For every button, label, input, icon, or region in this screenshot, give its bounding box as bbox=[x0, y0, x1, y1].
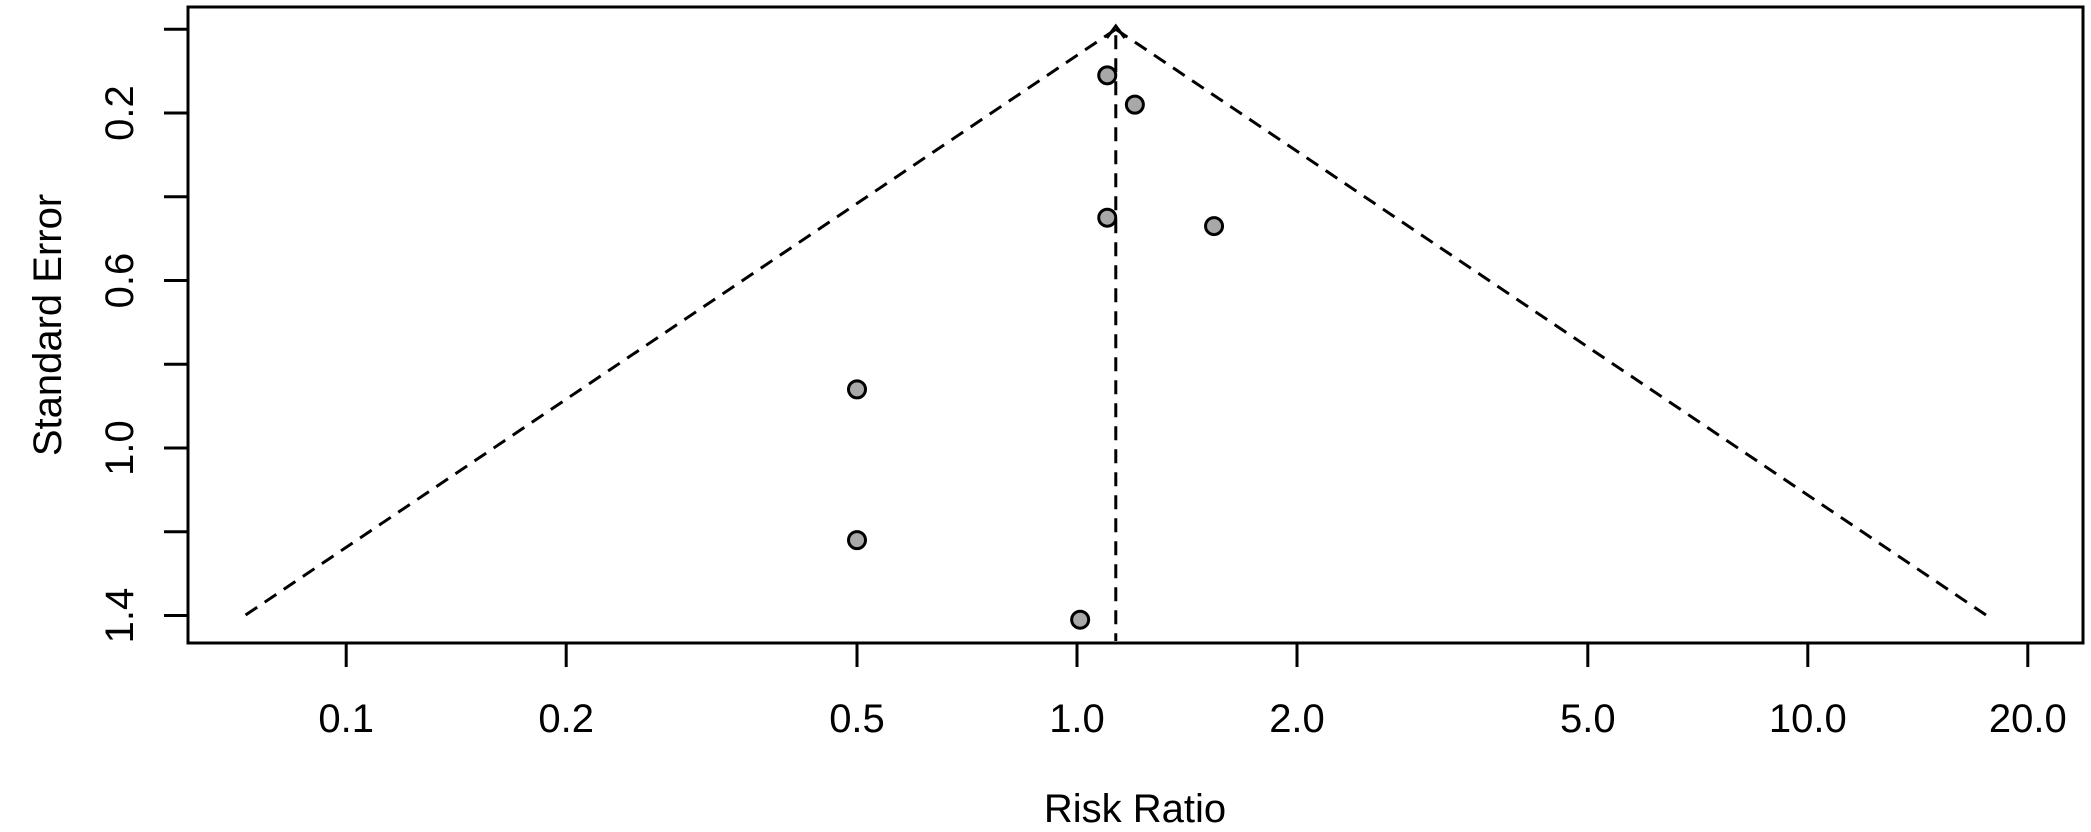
y-tick-label: 0.6 bbox=[98, 253, 142, 309]
x-axis-title: Risk Ratio bbox=[1044, 787, 1226, 831]
y-axis-title: Standard Error bbox=[26, 194, 70, 456]
y-tick-label: 1.4 bbox=[98, 588, 142, 644]
data-point bbox=[1124, 94, 1145, 115]
x-tick-label: 1.0 bbox=[1049, 697, 1105, 741]
data-point bbox=[1097, 207, 1118, 228]
data-point bbox=[847, 530, 868, 551]
x-tick-label: 0.5 bbox=[829, 697, 885, 741]
data-point bbox=[1070, 609, 1091, 630]
y-tick-label: 0.2 bbox=[98, 85, 142, 141]
data-point bbox=[1097, 65, 1118, 86]
funnel-left-boundary bbox=[244, 28, 1117, 617]
data-point bbox=[847, 379, 868, 400]
y-tick-label: 1.0 bbox=[98, 420, 142, 476]
plot-box bbox=[186, 5, 2085, 645]
data-point bbox=[1204, 216, 1225, 237]
x-tick-label: 0.2 bbox=[538, 697, 594, 741]
x-tick-label: 5.0 bbox=[1560, 697, 1616, 741]
x-tick-label: 10.0 bbox=[1769, 697, 1847, 741]
pooled-estimate-arrowhead bbox=[1105, 23, 1126, 39]
x-tick-label: 2.0 bbox=[1269, 697, 1325, 741]
funnel-right-boundary bbox=[1114, 28, 1988, 617]
x-tick-label: 20.0 bbox=[1989, 697, 2067, 741]
x-tick-label: 0.1 bbox=[318, 697, 374, 741]
plot-area: 0.1 0.2 0.5 1.0 2.0 5.0 10.0 20.0 0.2 0.6 1.0 1.4 bbox=[98, 5, 2085, 741]
